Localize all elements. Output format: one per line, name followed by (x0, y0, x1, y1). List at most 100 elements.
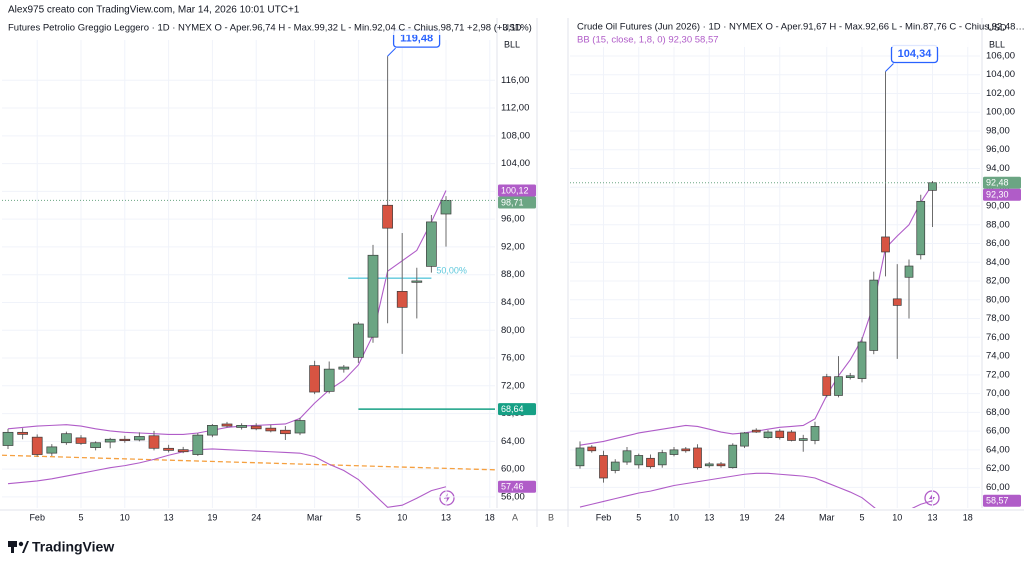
header: Alex975 creato con TradingView.com, Mar … (8, 5, 300, 16)
candle-body (221, 423, 233, 427)
candle-body (396, 291, 408, 308)
candle-body (798, 438, 808, 441)
x-tick-label: 5 (859, 512, 864, 522)
band-line (579, 472, 933, 508)
candle-body (763, 431, 773, 439)
callout-connector (387, 47, 396, 57)
candle-body (599, 455, 608, 479)
candle-body (622, 450, 632, 463)
y-tick-label: 68,00 (986, 407, 1010, 418)
candle-body (177, 449, 189, 453)
candle-body (61, 433, 72, 444)
plot-area (570, 40, 980, 508)
y-tick-label: 88,00 (501, 269, 525, 280)
candle-body (740, 432, 749, 447)
unit-label: USD (987, 22, 1007, 32)
candle-body (236, 425, 247, 428)
x-tick-label: 13 (441, 512, 451, 522)
candle-body (426, 221, 437, 267)
price-tag (983, 176, 1021, 189)
y-tick-label: 60,00 (986, 482, 1010, 493)
axis-button[interactable]: B (548, 512, 554, 522)
candle-body (751, 429, 761, 433)
alert-icon[interactable] (439, 490, 455, 506)
logo: TradingView (8, 539, 114, 555)
logo-mark (22, 541, 29, 553)
y-tick-label: 82,00 (986, 276, 1010, 287)
y-axis: 60,00 62,00 64,00 66,00 68,00 70,00 72,00 74,00… (986, 50, 1015, 492)
candle-body (353, 323, 364, 358)
y-tick-label: 80,00 (501, 325, 525, 336)
chart-title: Futures Petrolio Greggio Leggero · 1D · … (8, 23, 532, 34)
x-tick-label: 5 (356, 512, 361, 522)
candle-body (845, 375, 855, 378)
x-tick-label: 10 (892, 512, 902, 522)
y-tick-label: 64,00 (501, 436, 525, 447)
y-tick-label: 106,00 (986, 50, 1015, 61)
price-tag (983, 188, 1021, 201)
price-tag-label: 98,71 (501, 197, 524, 207)
candle-body (192, 434, 204, 455)
price-tag (498, 403, 536, 416)
candle-body (787, 431, 796, 441)
axis-button[interactable]: A (512, 512, 518, 522)
unit-label: BLL (989, 39, 1005, 49)
y-tick-label: 66,00 (986, 426, 1010, 437)
unit-label: BLL (504, 39, 520, 49)
candle-body (119, 438, 131, 441)
y-tick-label: 116,00 (501, 75, 529, 86)
candle-body (309, 365, 320, 393)
x-tick-label: 19 (207, 512, 217, 522)
chart: 60,00 62,00 64,00 66,00 68,00 70,00 72,00 74,00… (570, 18, 1024, 522)
x-tick-label: 10 (669, 512, 679, 522)
candle-body (75, 437, 87, 444)
logo-mark (11, 541, 14, 553)
x-tick-label: Mar (819, 512, 835, 522)
candle-body (857, 341, 867, 379)
candle-body (382, 204, 393, 229)
y-tick-label: 96,00 (986, 144, 1010, 155)
y-tick-label: 100,00 (986, 107, 1015, 118)
y-tick-label: 72,00 (986, 369, 1010, 380)
y-tick-label: 94,00 (986, 163, 1010, 174)
candle-body (634, 455, 644, 466)
price-tag-label: 58,57 (986, 496, 1009, 506)
x-tick-label: 24 (251, 512, 261, 522)
price-tag (498, 480, 536, 493)
y-tick-label: 84,00 (501, 297, 525, 308)
candle-body (881, 236, 890, 253)
y-tick-label: 92,00 (501, 241, 525, 252)
candle-body (31, 436, 43, 455)
candle-body (575, 447, 585, 467)
candle-body (411, 280, 423, 283)
x-tick-label: 10 (120, 512, 130, 522)
y-tick-label: 62,00 (986, 463, 1010, 474)
y-axis: 56,0060,0064,0068,0072,0076,0080,0084,00… (501, 75, 530, 503)
price-tag-label: 100,12 (501, 185, 529, 195)
candle-body (775, 430, 785, 439)
title-backdrop (6, 21, 494, 35)
callout-label: 104,34 (898, 48, 933, 60)
y-tick-label: 98,00 (986, 125, 1010, 136)
candle-body (587, 446, 597, 452)
candle-body (681, 448, 691, 452)
y-tick-label: 96,00 (501, 214, 525, 225)
y-tick-label: 104,00 (986, 69, 1015, 80)
price-tag-label: 57,46 (501, 482, 524, 492)
candle-body (916, 200, 926, 256)
candle-body (323, 368, 335, 392)
plot-area (2, 40, 495, 508)
price-tag (498, 184, 536, 197)
candle-body (90, 442, 101, 448)
y-tick-label: 108,00 (501, 130, 530, 141)
candle-body (822, 376, 832, 396)
y-tick-label: 90,00 (986, 201, 1010, 212)
chart: 56,0060,0064,0068,0072,0076,0080,0084,00… (2, 18, 536, 522)
candle-body (338, 366, 350, 370)
candle-body (440, 199, 452, 215)
y-tick-label: 78,00 (986, 313, 1010, 324)
y-tick-label: 70,00 (986, 388, 1010, 399)
x-tick-label: 19 (739, 512, 749, 522)
